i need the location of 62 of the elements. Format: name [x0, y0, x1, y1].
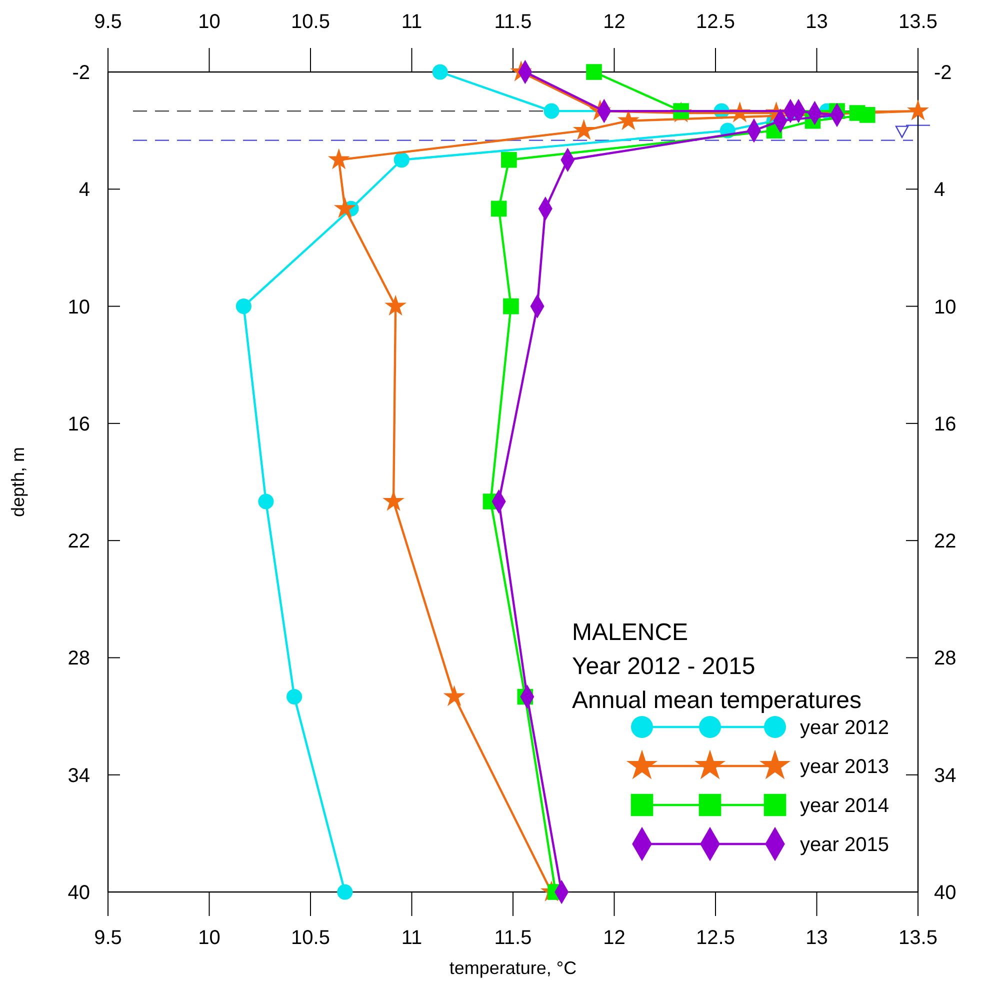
x-tick-label: 10 [198, 927, 220, 949]
point [334, 197, 356, 218]
point [572, 119, 595, 140]
y2-tick-label: 10 [934, 296, 956, 318]
y-tick-label: 40 [68, 882, 90, 904]
x-tick-label: 12.5 [696, 927, 735, 949]
x-tick-label: 9.5 [94, 927, 122, 949]
y-tick-label: 34 [68, 764, 90, 787]
legend-label: year 2012 [800, 717, 889, 739]
x2-tick-label: 9.5 [94, 11, 122, 33]
y-tick-label: -2 [72, 62, 90, 84]
annotation: MALENCE [572, 619, 688, 646]
x-tick-label: 12 [603, 927, 626, 949]
x-tick-label: 11.5 [494, 927, 532, 949]
x-tick-label: 10.5 [291, 927, 330, 949]
x2-tick-label: 11 [401, 11, 422, 33]
x-tick-label: 13 [806, 927, 828, 949]
point [544, 103, 560, 119]
point [258, 494, 274, 510]
x-axis-title: temperature, °C [449, 958, 577, 978]
point [394, 152, 410, 168]
point [443, 685, 466, 706]
y-tick-label: 10 [68, 296, 90, 318]
x2-tick-label: 10 [198, 11, 220, 33]
point [286, 689, 302, 705]
y2-tick-label: 40 [934, 882, 956, 904]
y2-tick-label: -2 [934, 62, 952, 84]
x2-tick-label: 10.5 [291, 11, 330, 33]
point [384, 294, 407, 316]
y-tick-label: 16 [68, 413, 90, 436]
x2-tick-label: 11.5 [494, 11, 532, 33]
legend-label: year 2014 [800, 795, 889, 817]
x2-tick-label: 12.5 [696, 11, 735, 33]
point [432, 64, 448, 80]
point [501, 152, 517, 168]
y2-tick-label: 34 [934, 764, 956, 787]
point [586, 64, 602, 80]
x2-tick-label: 12 [603, 11, 626, 33]
y2-tick-label: 4 [934, 179, 946, 202]
point [859, 107, 876, 123]
point [337, 884, 353, 900]
point [328, 148, 350, 170]
point [490, 200, 507, 217]
y-tick-label: 28 [68, 648, 90, 670]
annotation: Year 2012 - 2015 [572, 653, 756, 680]
annotation: Annual mean temperatures [572, 687, 862, 714]
y-tick-label: 4 [78, 179, 90, 202]
y-tick-label: 22 [68, 530, 90, 553]
y2-tick-label: 16 [934, 413, 956, 436]
legend-label: year 2013 [800, 756, 889, 778]
point [907, 99, 929, 120]
x2-tick-label: 13 [806, 11, 828, 33]
y2-tick-label: 22 [934, 530, 956, 553]
point [503, 298, 519, 314]
x-tick-label: 13.5 [898, 927, 938, 949]
point [617, 109, 640, 130]
point [236, 298, 252, 314]
x-tick-label: 11 [401, 927, 422, 949]
legend-label: year 2015 [800, 834, 889, 856]
y2-tick-label: 28 [934, 648, 956, 670]
y-axis-title: depth, m [8, 446, 28, 518]
x2-tick-label: 13.5 [898, 11, 938, 33]
